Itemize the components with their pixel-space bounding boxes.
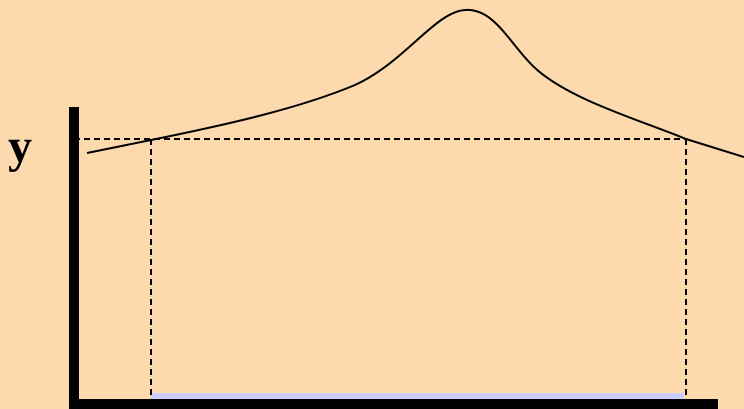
y-axis-label: y: [8, 120, 32, 173]
function-curve: [86, 8, 744, 158]
